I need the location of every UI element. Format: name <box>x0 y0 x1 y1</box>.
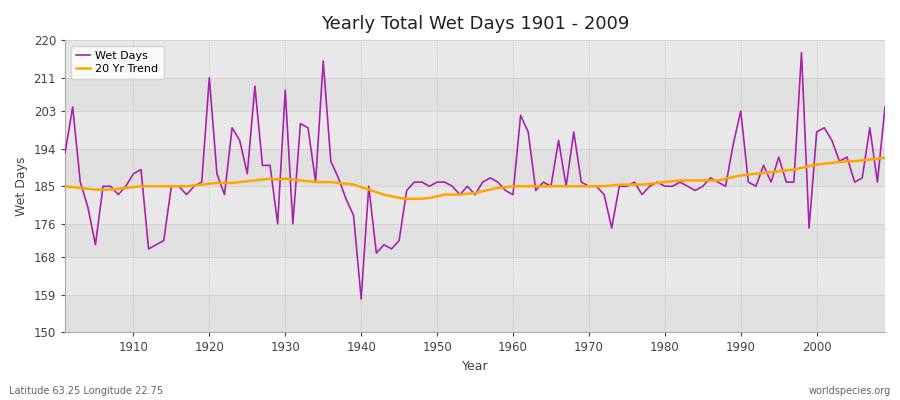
Wet Days <box>508 192 518 197</box>
Wet Days <box>515 113 526 118</box>
X-axis label: Year: Year <box>462 360 489 373</box>
Bar <box>65 295 885 332</box>
Wet Days <box>796 50 807 55</box>
Wet Days <box>607 226 617 230</box>
Bar <box>65 40 885 78</box>
Bar <box>65 257 885 295</box>
Text: Latitude 63.25 Longitude 22.75: Latitude 63.25 Longitude 22.75 <box>9 386 163 396</box>
Bar <box>65 224 885 257</box>
20 Yr Trend <box>287 177 298 182</box>
Line: Wet Days: Wet Days <box>65 53 885 299</box>
Title: Yearly Total Wet Days 1901 - 2009: Yearly Total Wet Days 1901 - 2009 <box>321 15 629 33</box>
Legend: Wet Days, 20 Yr Trend: Wet Days, 20 Yr Trend <box>70 46 164 79</box>
Line: 20 Yr Trend: 20 Yr Trend <box>65 158 885 199</box>
20 Yr Trend <box>121 186 131 190</box>
Wet Days <box>59 150 70 155</box>
Bar <box>65 149 885 186</box>
Bar <box>65 186 885 224</box>
Y-axis label: Wet Days: Wet Days <box>15 156 28 216</box>
20 Yr Trend <box>333 180 344 185</box>
20 Yr Trend <box>508 184 518 189</box>
Text: worldspecies.org: worldspecies.org <box>809 386 891 396</box>
20 Yr Trend <box>879 156 890 160</box>
20 Yr Trend <box>607 183 617 188</box>
Bar <box>65 111 885 149</box>
Wet Days <box>121 184 131 189</box>
20 Yr Trend <box>59 184 70 189</box>
20 Yr Trend <box>401 196 412 201</box>
Wet Days <box>287 222 298 226</box>
Wet Days <box>879 104 890 109</box>
Wet Days <box>356 297 366 302</box>
Wet Days <box>333 176 344 180</box>
Bar <box>65 78 885 111</box>
20 Yr Trend <box>515 184 526 189</box>
